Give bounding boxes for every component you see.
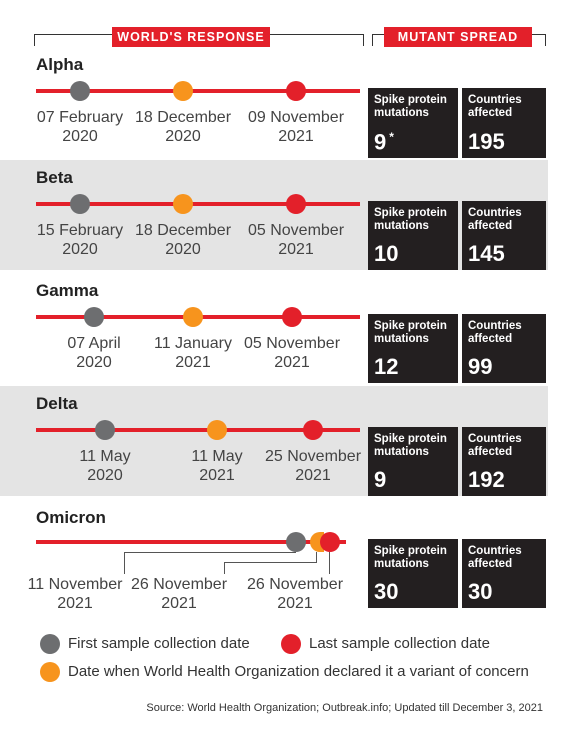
last-date-alpha: 09 November 2021: [247, 109, 345, 145]
source-note: Source: World Health Organization; Outbr…: [146, 702, 543, 714]
who-date-delta: 11 May 2021: [191, 448, 243, 484]
spike-box-alpha: Spike protein mutations 9 *: [368, 88, 458, 158]
legend-first: First sample collection date: [68, 635, 250, 652]
spike-box-beta: Spike protein mutations 10: [368, 201, 458, 270]
variant-name-omicron: Omicron: [36, 508, 106, 527]
connector-who-omicron: [224, 562, 317, 574]
legend-who: Date when World Health Organization decl…: [68, 663, 529, 680]
who-date-beta: 18 December 2020: [134, 222, 232, 258]
timeline-alpha: [36, 89, 360, 93]
first-sample-dot-beta: [70, 194, 90, 214]
last-date-omicron: 26 November 2021: [246, 576, 344, 612]
last-date-gamma: 05 November 2021: [243, 335, 341, 371]
connector-who-omicron-tail: [316, 552, 317, 562]
first-date-alpha: 07 February 2020: [36, 109, 124, 145]
first-date-gamma: 07 April 2020: [67, 335, 121, 371]
first-sample-dot-delta: [95, 420, 115, 440]
last-sample-dot-beta: [286, 194, 306, 214]
variant-name-delta: Delta: [36, 394, 78, 413]
timeline-delta: [36, 428, 360, 432]
variant-name-gamma: Gamma: [36, 281, 99, 300]
who-date-omicron: 26 November 2021: [130, 576, 228, 612]
first-sample-dot-gamma: [84, 307, 104, 327]
last-sample-dot-gamma: [282, 307, 302, 327]
countries-box-gamma: Countries affected 99: [462, 314, 546, 383]
countries-box-beta: Countries affected 145: [462, 201, 546, 270]
who-declared-dot-beta: [173, 194, 193, 214]
spike-box-gamma: Spike protein mutations 12: [368, 314, 458, 383]
legend-last: Last sample collection date: [309, 635, 490, 652]
connector-first-omicron: [124, 552, 296, 574]
variant-name-beta: Beta: [36, 168, 73, 187]
first-date-delta: 11 May 2020: [79, 448, 131, 484]
who-declared-dot-delta: [207, 420, 227, 440]
who-date-alpha: 18 December 2020: [134, 109, 232, 145]
last-sample-dot-alpha: [286, 81, 306, 101]
spike-box-delta: Spike protein mutations 9: [368, 427, 458, 496]
last-sample-dot-omicron: [320, 532, 340, 552]
countries-box-delta: Countries affected 192: [462, 427, 546, 496]
who-declared-dot-gamma: [183, 307, 203, 327]
worlds-response-header: WORLD'S RESPONSE: [112, 27, 270, 47]
first-date-beta: 15 February 2020: [36, 222, 124, 258]
grey-dot-icon: [40, 634, 60, 654]
variant-name-alpha: Alpha: [36, 55, 84, 74]
timeline-omicron: [36, 540, 346, 544]
who-declared-dot-alpha: [173, 81, 193, 101]
last-date-delta: 25 November 2021: [264, 448, 362, 484]
last-sample-dot-delta: [303, 420, 323, 440]
first-sample-dot-omicron: [286, 532, 306, 552]
connector-last-omicron: [329, 552, 330, 574]
orange-dot-icon: [40, 662, 60, 682]
countries-box-alpha: Countries affected 195: [462, 88, 546, 158]
who-date-gamma: 11 January 2021: [154, 335, 232, 371]
spike-box-omicron: Spike protein mutations 30: [368, 539, 458, 608]
first-date-omicron: 11 November 2021: [27, 576, 123, 612]
countries-box-omicron: Countries affected 30: [462, 539, 546, 608]
first-sample-dot-alpha: [70, 81, 90, 101]
last-date-beta: 05 November 2021: [247, 222, 345, 258]
timeline-beta: [36, 202, 360, 206]
red-dot-icon: [281, 634, 301, 654]
mutant-spread-header: MUTANT SPREAD: [384, 27, 532, 47]
